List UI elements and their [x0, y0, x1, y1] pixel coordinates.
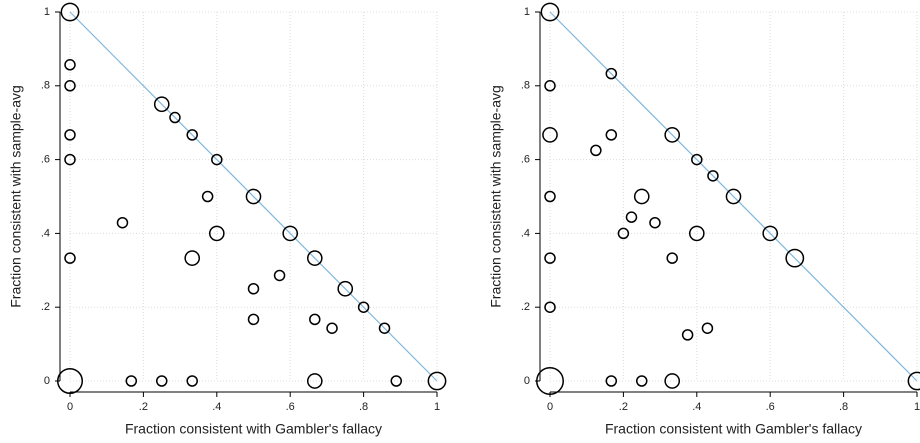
- bubble: [636, 375, 648, 387]
- y-tick-label: .6: [41, 154, 50, 166]
- x-tick-label: 0: [547, 401, 553, 413]
- y-tick-label: 0: [524, 375, 530, 387]
- bubble: [309, 313, 321, 326]
- bubble: [544, 80, 556, 92]
- bubble: [691, 153, 703, 166]
- y-tick-label: 1: [524, 6, 530, 18]
- bubble: [60, 2, 80, 22]
- bubble: [208, 225, 225, 242]
- y-tick-label: .8: [521, 80, 530, 92]
- x-tick-label: .4: [212, 401, 221, 413]
- x-tick-label: .8: [359, 401, 368, 413]
- bubble: [186, 129, 198, 141]
- bubble: [688, 225, 705, 242]
- bubble: [64, 59, 76, 71]
- bubble: [306, 373, 323, 389]
- bubble: [57, 368, 83, 394]
- x-tick-label: .4: [692, 401, 701, 413]
- bubble: [707, 170, 719, 182]
- y-tick-label: 0: [44, 375, 50, 387]
- bubble: [273, 269, 286, 282]
- bubble: [326, 322, 338, 334]
- bubble: [544, 301, 556, 313]
- x-tick-label: .6: [286, 401, 295, 413]
- x-tick-label: 0: [67, 401, 73, 413]
- bubble: [247, 313, 260, 326]
- bubble: [664, 127, 681, 143]
- bubble: [357, 301, 370, 313]
- bubble: [605, 375, 618, 387]
- bubble: [211, 153, 223, 166]
- bubble: [184, 250, 201, 266]
- x-tick-label: .2: [619, 401, 628, 413]
- y-tick-label: .6: [521, 154, 530, 166]
- bubble: [125, 375, 138, 387]
- x-tick-label: 1: [914, 401, 920, 413]
- reference-line: [549, 11, 918, 382]
- bubble: [156, 375, 168, 387]
- bubble: [617, 227, 630, 240]
- bubble: [116, 216, 129, 229]
- y-tick-label: .2: [521, 301, 530, 313]
- bubble: [245, 188, 262, 205]
- bubble: [337, 280, 354, 297]
- bubble: [785, 248, 805, 268]
- x-tick-label: .2: [139, 401, 148, 413]
- bubble: [907, 371, 920, 391]
- bubble: [625, 211, 638, 223]
- bubble: [64, 153, 76, 166]
- bubble: [536, 367, 564, 395]
- bubble: [153, 96, 170, 113]
- bubble: [64, 129, 76, 141]
- bubble: [64, 80, 76, 92]
- bubble: [605, 129, 618, 141]
- bubble: [605, 67, 618, 80]
- bubble: [633, 188, 650, 205]
- y-tick-label: .2: [41, 301, 50, 313]
- x-tick-label: 1: [434, 401, 440, 413]
- bubble: [725, 188, 742, 205]
- bubble: [649, 216, 661, 229]
- y-tick-label: .4: [521, 227, 530, 239]
- bubble: [378, 322, 391, 334]
- y-tick-label: .4: [41, 227, 50, 239]
- bubble: [542, 127, 558, 143]
- bubble: [681, 329, 694, 341]
- bubble: [666, 252, 678, 264]
- bubble: [427, 371, 447, 391]
- bubble: [306, 250, 323, 266]
- bubble: [544, 190, 556, 203]
- bubble: [247, 283, 260, 295]
- y-tick-label: 1: [44, 6, 50, 18]
- x-tick-label: .8: [839, 401, 848, 413]
- x-axis-label: Fraction consistent with Gambler's falla…: [125, 421, 382, 437]
- bubble: [390, 375, 403, 387]
- bubble: [540, 2, 560, 22]
- x-axis-label: Fraction consistent with Gambler's falla…: [605, 421, 862, 437]
- bubble: [169, 111, 181, 124]
- y-axis-label: Fraction consistent with sample-avg: [488, 85, 504, 308]
- x-tick-label: .6: [766, 401, 775, 413]
- bubble: [186, 375, 198, 387]
- bubble: [701, 322, 714, 334]
- bubble: [282, 225, 299, 242]
- bubble: [201, 190, 214, 203]
- y-tick-label: .8: [41, 80, 50, 92]
- bubble: [664, 373, 681, 389]
- bubble: [64, 252, 76, 264]
- y-axis-label: Fraction consistent with sample-avg: [8, 85, 24, 308]
- bubble: [544, 252, 556, 264]
- bubble: [762, 225, 779, 242]
- reference-line: [69, 11, 438, 382]
- bubble: [590, 144, 602, 157]
